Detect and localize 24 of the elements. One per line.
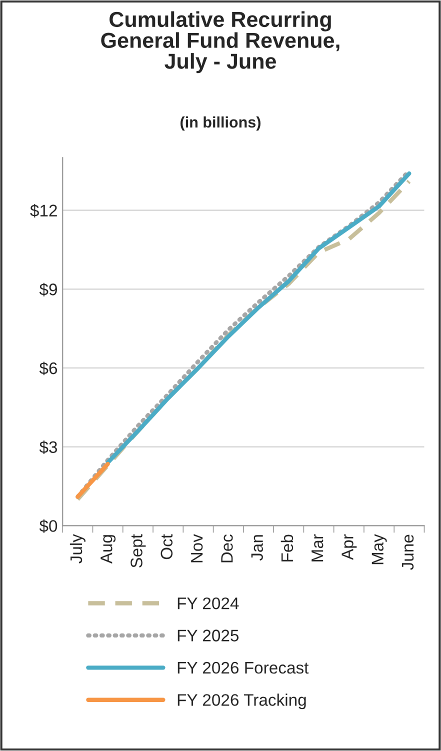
legend-label: FY 2026 Tracking <box>178 694 306 710</box>
x-tick-label: June <box>402 534 414 570</box>
legend-label: FY 2024 <box>178 597 239 610</box>
y-tick-label: $3 <box>39 440 58 454</box>
y-tick-label: $6 <box>39 362 58 376</box>
chart-subtitle: (in billions) <box>180 116 260 131</box>
x-tick-label: May <box>372 534 387 564</box>
x-tick-label: Jan <box>251 535 263 561</box>
legend-label: FY 2026 Forecast <box>178 662 309 674</box>
x-tick-label: Dec <box>221 534 233 562</box>
x-tick-label: Oct <box>160 534 173 560</box>
y-tick-label: $0 <box>39 519 58 533</box>
x-tick-label: Feb <box>280 534 294 562</box>
x-tick-label: Nov <box>191 534 203 562</box>
x-tick-label: July <box>70 534 86 564</box>
x-tick-label: Sept <box>130 534 146 568</box>
chart-title: Cumulative Recurring General Fund Revenue, July - June <box>101 11 340 74</box>
y-tick-label: $9 <box>39 282 57 296</box>
line-series <box>106 171 412 465</box>
x-tick-label: Mar <box>312 534 324 562</box>
x-tick-label: Apr <box>342 534 357 560</box>
y-tick-label: $12 <box>30 204 57 218</box>
legend-label: FY 2025 <box>178 630 239 642</box>
x-tick-label: Aug <box>100 535 116 564</box>
